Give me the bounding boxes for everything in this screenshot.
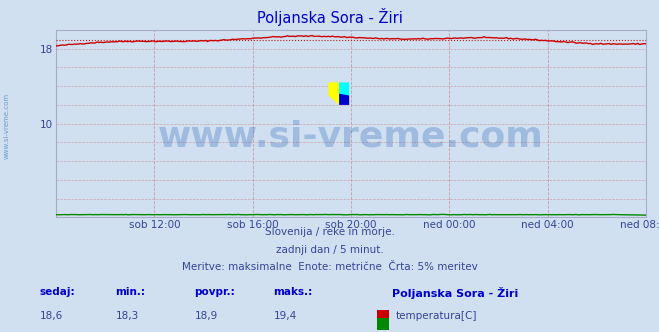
- Text: min.:: min.:: [115, 287, 146, 297]
- Polygon shape: [339, 94, 349, 105]
- Text: 18,3: 18,3: [115, 311, 138, 321]
- Polygon shape: [339, 82, 349, 105]
- Text: maks.:: maks.:: [273, 287, 313, 297]
- Text: www.si-vreme.com: www.si-vreme.com: [3, 93, 9, 159]
- Text: 19,4: 19,4: [273, 311, 297, 321]
- Text: zadnji dan / 5 minut.: zadnji dan / 5 minut.: [275, 245, 384, 255]
- Text: 18,9: 18,9: [194, 311, 217, 321]
- Text: Slovenija / reke in morje.: Slovenija / reke in morje.: [264, 227, 395, 237]
- Text: Poljanska Sora - Žiri: Poljanska Sora - Žiri: [392, 287, 519, 299]
- Text: www.si-vreme.com: www.si-vreme.com: [158, 120, 544, 154]
- Text: 18,6: 18,6: [40, 311, 63, 321]
- Text: temperatura[C]: temperatura[C]: [395, 311, 477, 321]
- Text: sedaj:: sedaj:: [40, 287, 75, 297]
- Text: povpr.:: povpr.:: [194, 287, 235, 297]
- Polygon shape: [328, 82, 339, 105]
- Text: Poljanska Sora - Žiri: Poljanska Sora - Žiri: [256, 8, 403, 26]
- Text: Meritve: maksimalne  Enote: metrične  Črta: 5% meritev: Meritve: maksimalne Enote: metrične Črta…: [182, 262, 477, 272]
